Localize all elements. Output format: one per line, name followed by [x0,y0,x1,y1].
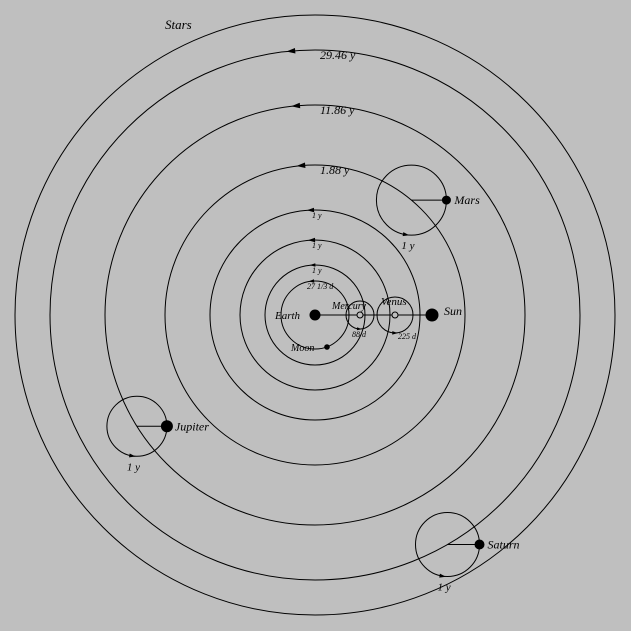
jupiter-body [161,420,173,432]
mars-period: 1 y [401,240,414,252]
orbit-mercury-period: 1 y [312,266,322,275]
mercury-period: 88 d [352,330,367,339]
venus-label: Venus [381,296,407,308]
sun-body [426,309,439,322]
direction-arrow [307,208,314,212]
venus-period: 225 d [398,332,417,341]
direction-arrow [296,163,305,168]
sun-label: Sun [444,304,462,318]
direction-arrow [129,453,136,457]
orbit-mars-period: 1.88 y [320,163,350,177]
jupiter-period: 1 y [127,461,140,473]
direction-arrow [286,48,295,53]
mercury-body [357,312,363,318]
direction-arrow [439,574,446,578]
direction-arrow [291,103,300,108]
saturn-body [475,539,485,549]
mars-body [442,196,451,205]
moon-body [324,344,330,350]
jupiter-label: Jupiter [175,419,209,433]
orbit-jupiter-period: 11.86 y [320,103,355,117]
earth-label: Earth [274,310,301,322]
direction-arrow [403,232,410,236]
saturn-label: Saturn [488,537,520,551]
mars-label: Mars [453,193,480,207]
orbit-sun-period: 1 y [312,211,322,220]
moon-label: Moon [290,343,314,354]
saturn-period: 1 y [438,581,451,593]
orbit-stars-period: Stars [165,17,192,32]
venus-body [392,312,398,318]
orbit-saturn-period: 29.46 y [320,48,356,62]
orbit-moon-period: 27 1/3 d [307,282,334,291]
earth-body [310,310,321,321]
mercury-label: Mercury [331,301,367,312]
orbit-venus-period: 1 y [312,241,322,250]
